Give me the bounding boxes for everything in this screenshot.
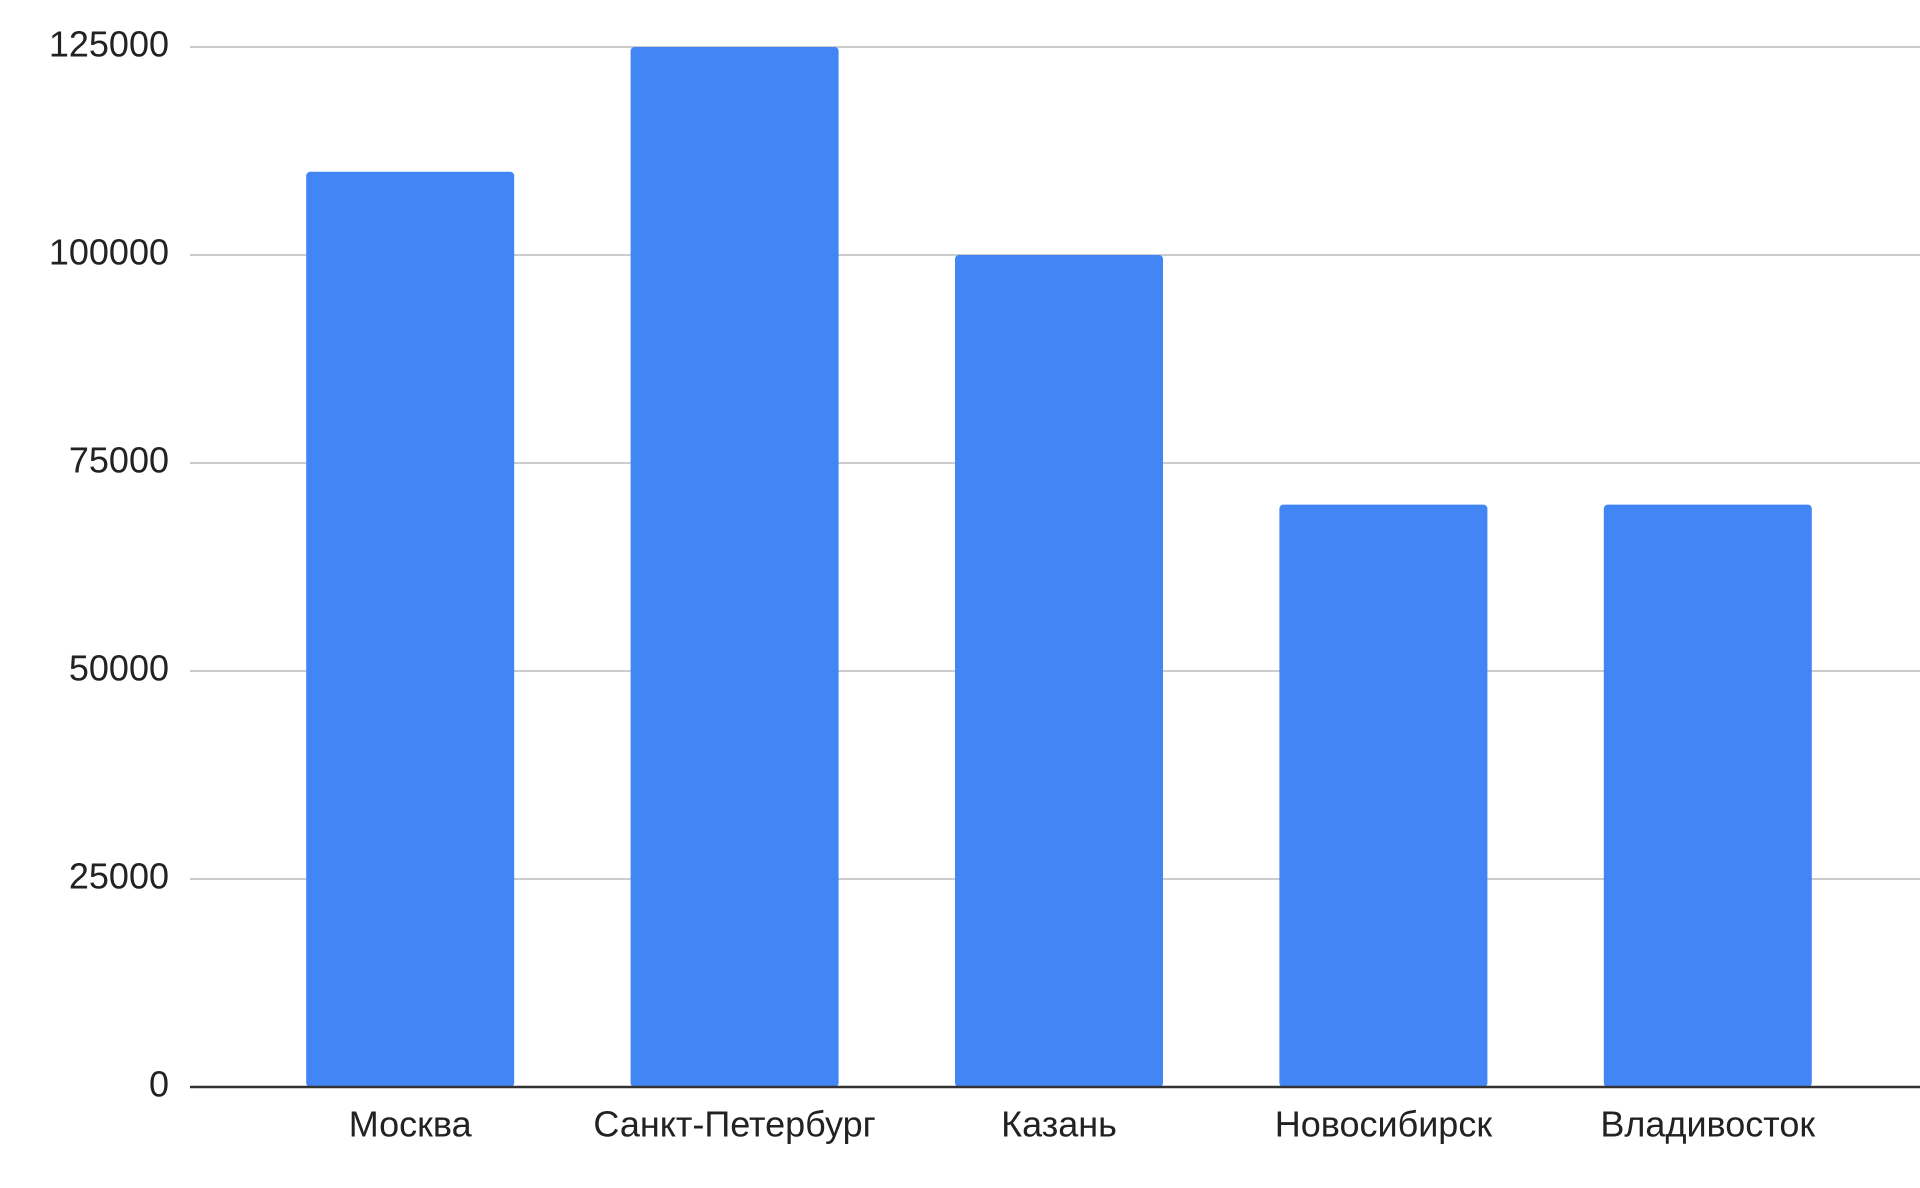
bar	[306, 171, 515, 1088]
y-tick-label: 100000	[49, 232, 169, 273]
y-tick-label: 75000	[69, 440, 169, 481]
bar	[1279, 504, 1488, 1088]
y-tick-label: 125000	[49, 24, 169, 65]
x-tick-label: Казань	[1001, 1104, 1117, 1145]
y-tick-label: 50000	[69, 648, 169, 689]
bar	[630, 47, 839, 1087]
x-tick-label: Санкт-Петербург	[593, 1104, 875, 1145]
bar	[955, 255, 1163, 1087]
x-tick-label: Владивосток	[1600, 1104, 1815, 1145]
x-tick-label: Москва	[349, 1104, 473, 1145]
bar	[1603, 504, 1812, 1088]
y-tick-label: 25000	[69, 856, 169, 897]
x-tick-label: Новосибирск	[1275, 1104, 1493, 1145]
y-tick-label: 0	[149, 1064, 169, 1105]
